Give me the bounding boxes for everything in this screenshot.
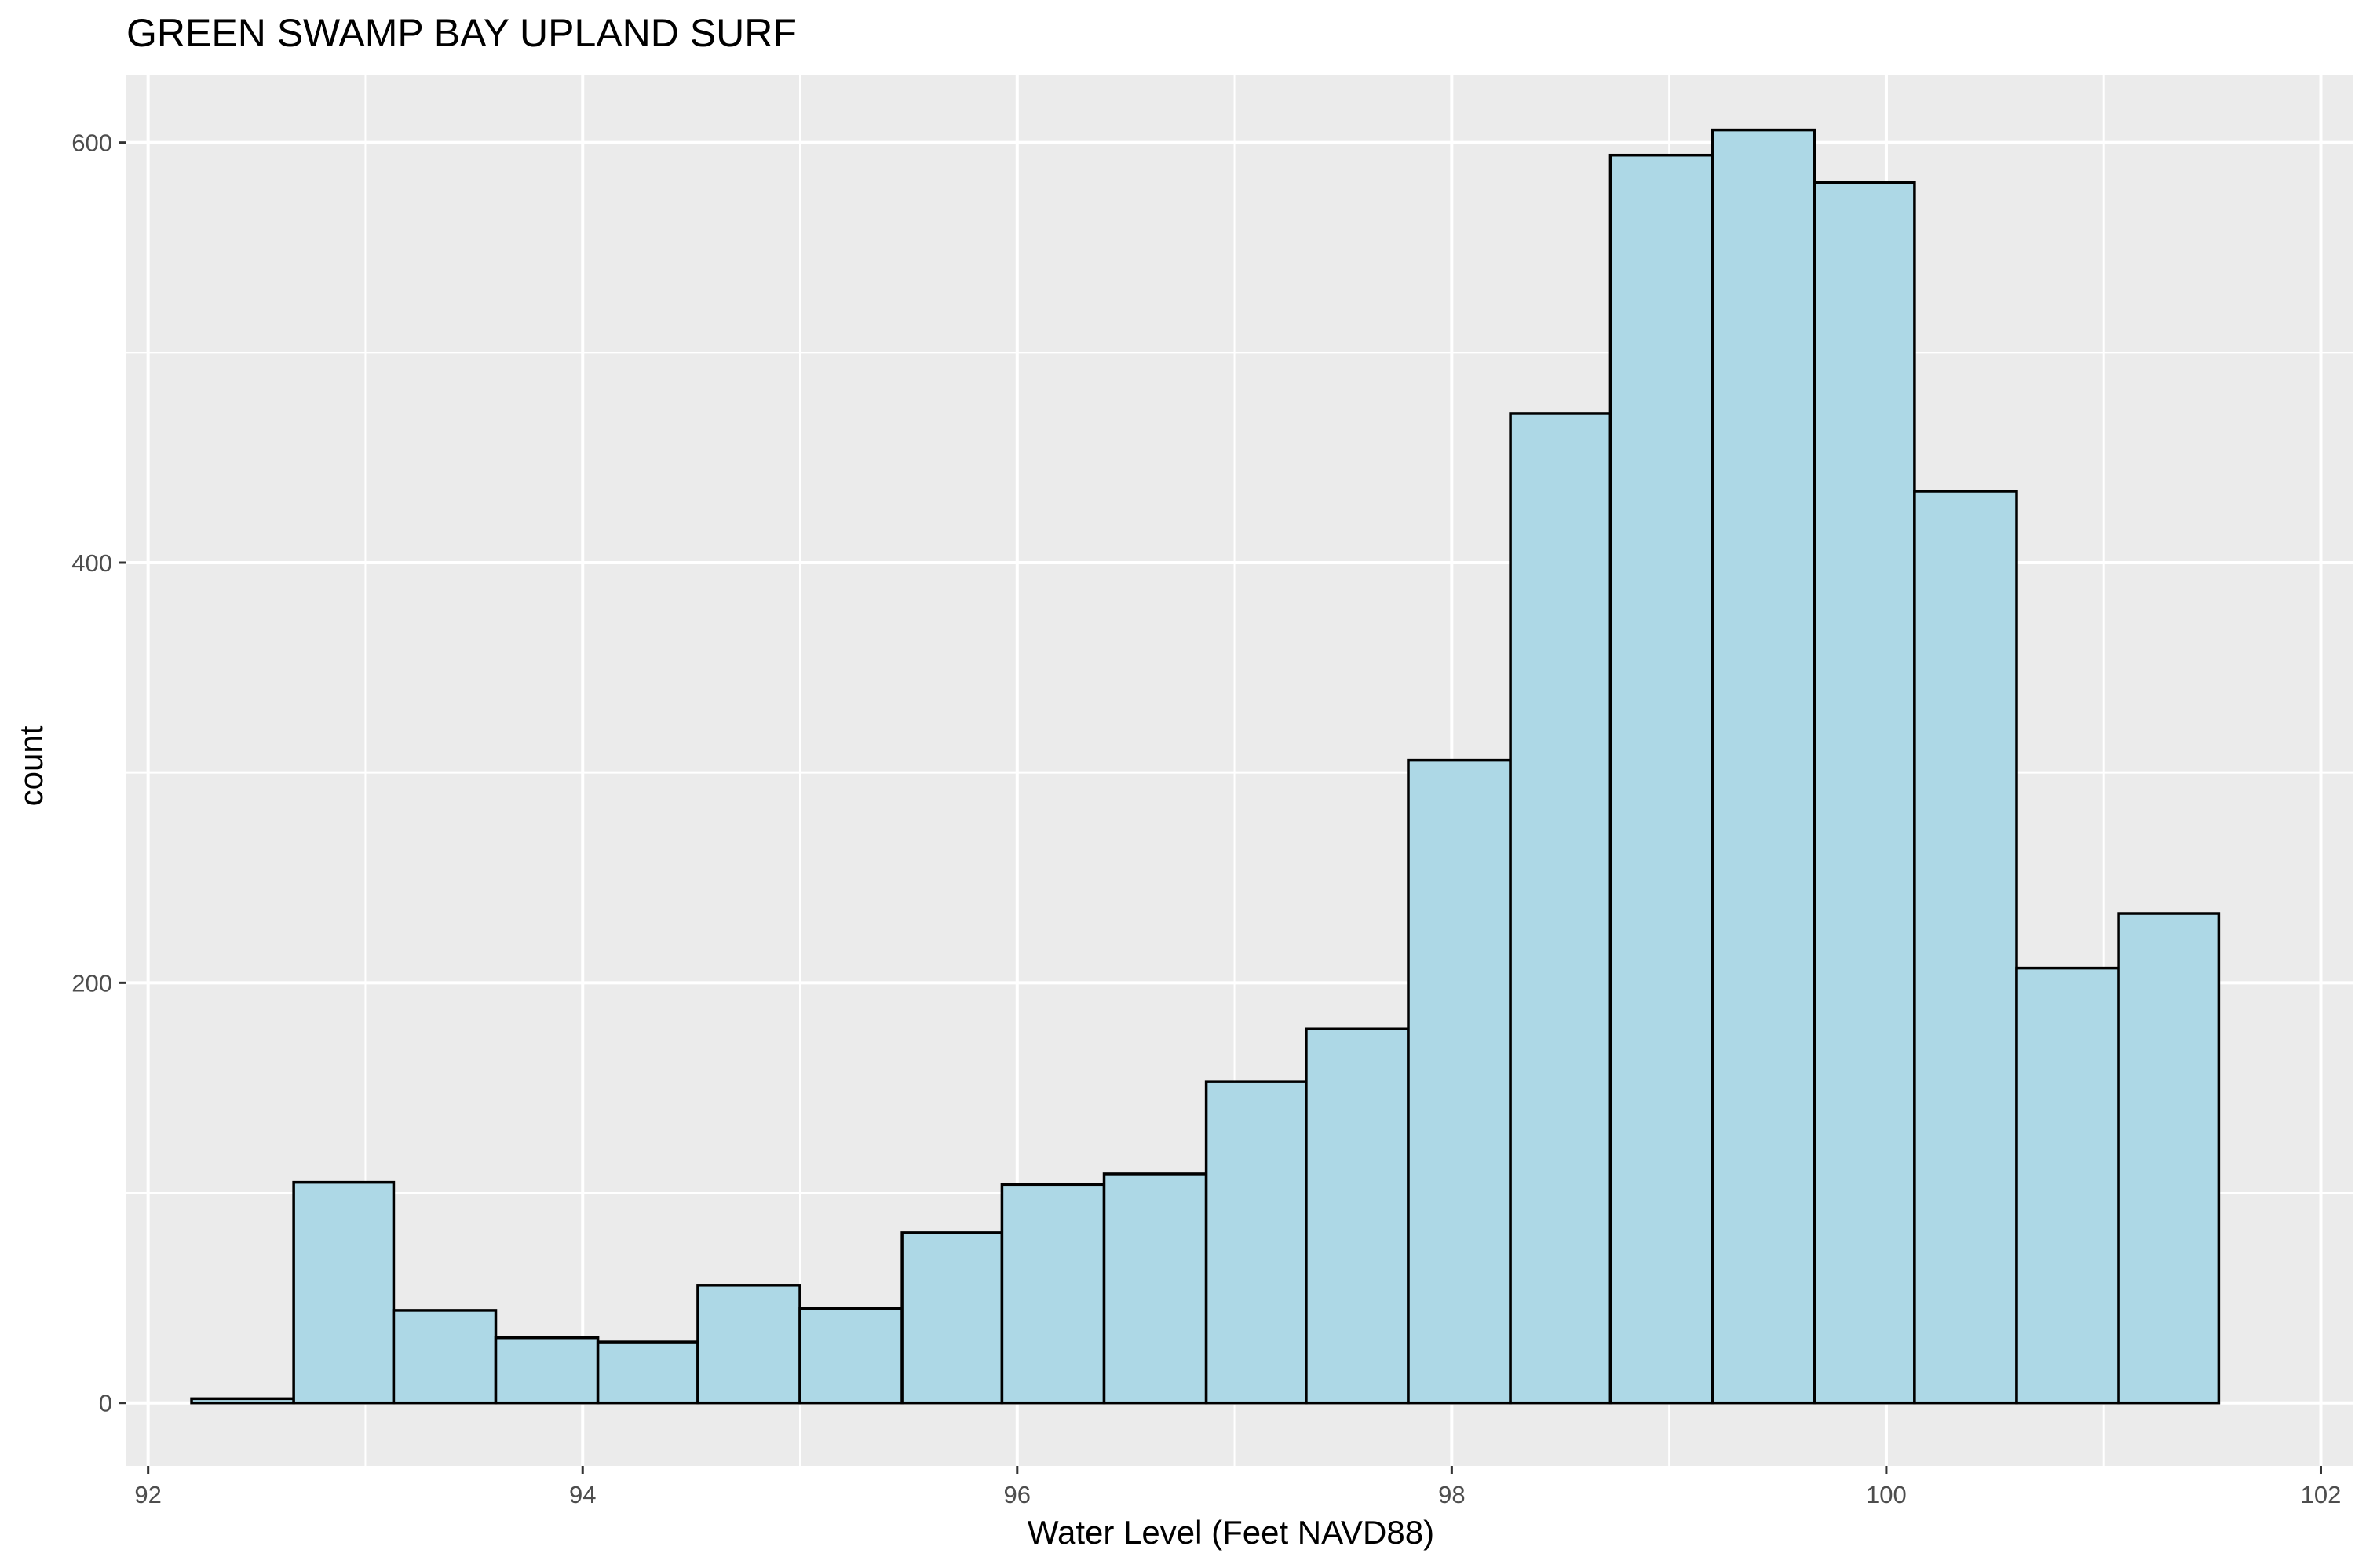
- x-tick-label: 96: [1004, 1481, 1031, 1508]
- y-axis-tick-labels: 0 200 400 600: [71, 129, 112, 1417]
- y-tick-label: 400: [71, 549, 112, 577]
- x-tick-label: 100: [1866, 1481, 1907, 1508]
- histogram-bar: [1000, 1183, 1106, 1405]
- x-axis-tick-labels: 92 94 96 98 100 102: [134, 1481, 2341, 1508]
- x-tick-label: 92: [134, 1481, 161, 1508]
- histogram-bar: [798, 1307, 904, 1405]
- y-tick-label: 200: [71, 969, 112, 997]
- histogram-bar: [292, 1180, 396, 1405]
- histogram-bar: [1813, 181, 1916, 1405]
- histogram-bar: [2117, 912, 2221, 1405]
- histogram-bar: [1204, 1080, 1308, 1405]
- histogram-bar: [190, 1397, 295, 1405]
- chart-title: GREEN SWAMP BAY UPLAND SURF: [126, 11, 797, 55]
- y-tick-label: 0: [99, 1390, 112, 1417]
- histogram-bar: [1913, 490, 2018, 1405]
- x-axis-title: Water Level (Feet NAVD88): [1028, 1514, 1434, 1551]
- histogram-bar: [392, 1309, 498, 1405]
- y-axis-ticks: [119, 141, 126, 1405]
- histogram-bars: [190, 128, 2221, 1405]
- histogram-bar: [1711, 128, 1816, 1405]
- x-axis-ticks: [147, 1466, 2322, 1474]
- histogram-bar: [696, 1284, 801, 1405]
- histogram-bar: [1305, 1027, 1410, 1405]
- y-tick-label: 600: [71, 129, 112, 157]
- histogram-bar: [596, 1340, 699, 1405]
- x-tick-label: 94: [569, 1481, 596, 1508]
- histogram-bar: [494, 1336, 600, 1405]
- histogram-bar: [1407, 758, 1512, 1405]
- x-tick-label: 102: [2301, 1481, 2342, 1508]
- x-tick-label: 98: [1438, 1481, 1465, 1508]
- histogram-bar: [1102, 1172, 1208, 1405]
- histogram-bar: [1608, 153, 1714, 1405]
- y-axis-title: count: [13, 725, 49, 806]
- histogram-bar: [2015, 966, 2120, 1405]
- histogram-bar: [1509, 412, 1612, 1405]
- histogram-bar: [900, 1231, 1004, 1405]
